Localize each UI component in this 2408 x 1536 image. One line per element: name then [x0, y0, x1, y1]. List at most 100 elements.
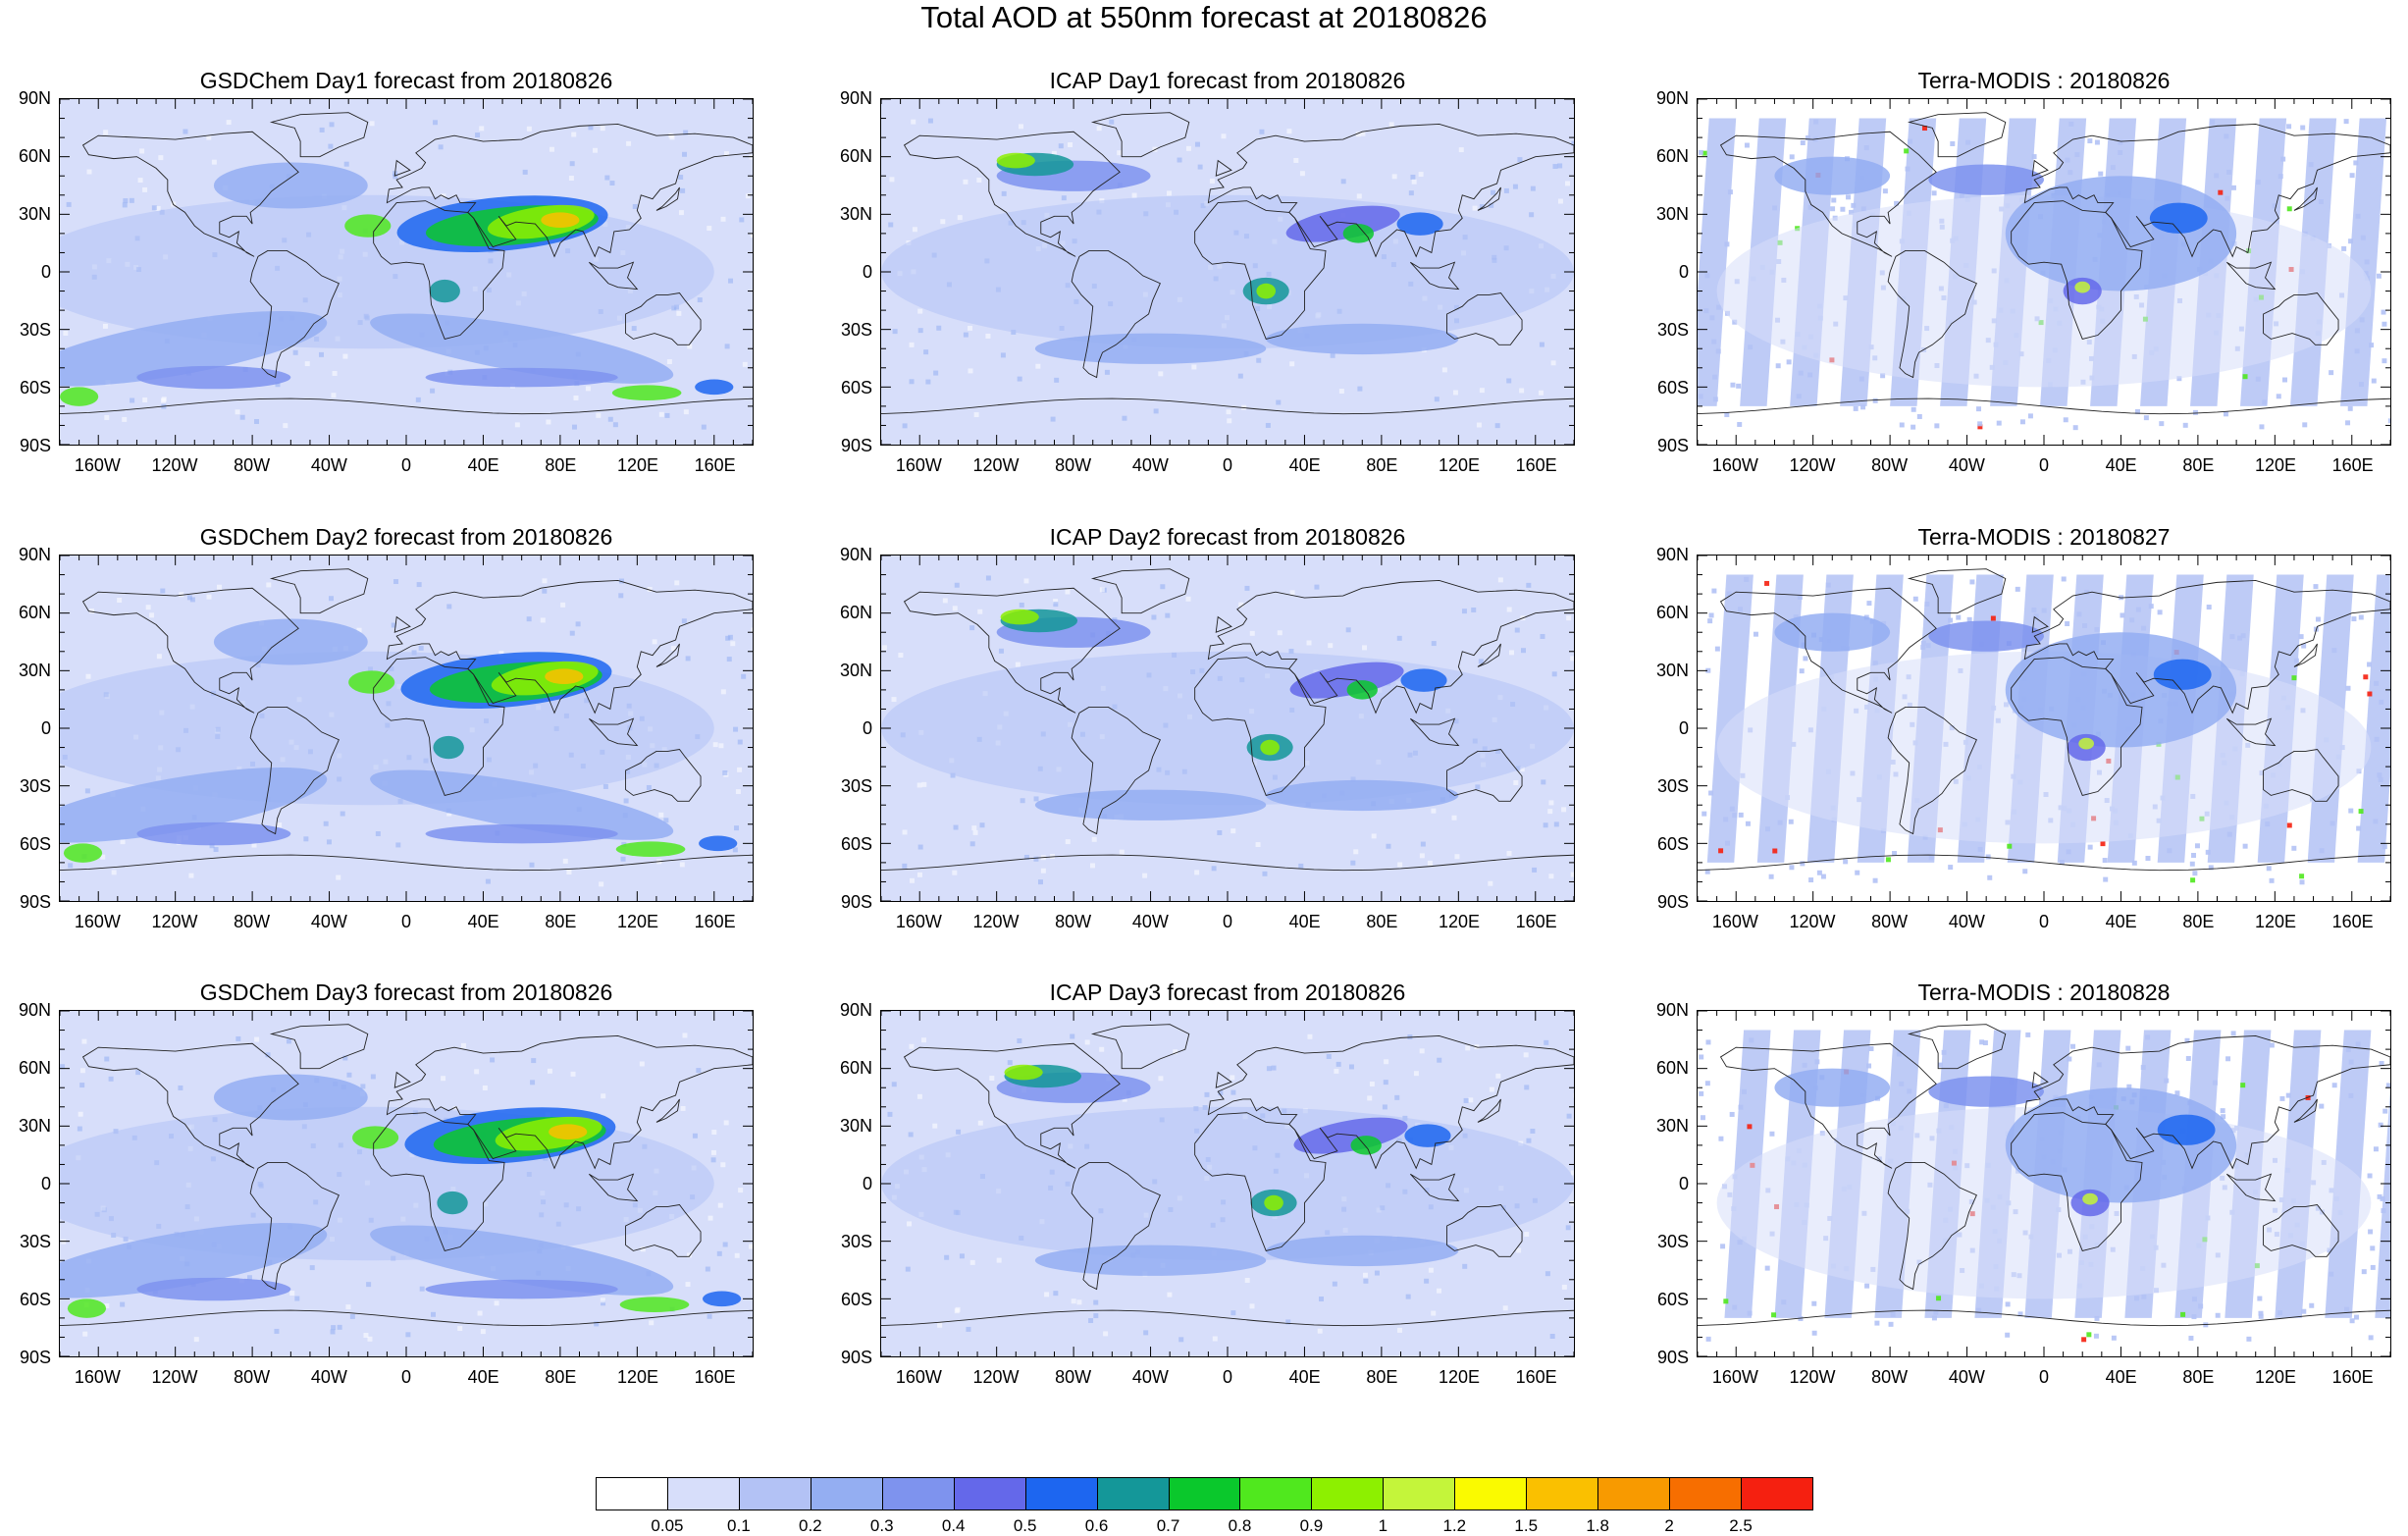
grid-cell — [309, 1265, 315, 1271]
coastline — [2293, 186, 2318, 211]
lon-tick-label: 160W — [895, 912, 942, 931]
grid-cell — [1227, 418, 1232, 424]
aod-plume — [60, 310, 328, 387]
grid-cell — [707, 226, 712, 232]
grid-cell — [671, 305, 677, 311]
aod-plume — [881, 194, 1574, 349]
axis-ticks — [1698, 99, 2390, 445]
grid-cell — [1514, 627, 1520, 633]
grid-cell — [2379, 699, 2384, 705]
grid-cell — [2257, 1296, 2263, 1301]
grid-cell — [1712, 374, 1718, 380]
grid-cell — [2269, 877, 2275, 883]
grid-cell — [1244, 585, 1250, 591]
grid-cell — [1463, 1097, 1469, 1103]
lat-tick-label: 60N — [18, 603, 51, 622]
grid-cell — [1476, 422, 1482, 428]
grid-cell — [1987, 874, 1993, 880]
coastline — [1887, 707, 1977, 835]
grid-cell — [1747, 1124, 1753, 1130]
grid-cell — [2135, 408, 2140, 414]
grid-cell — [2159, 421, 2165, 427]
grid-cell — [2135, 607, 2141, 612]
grid-cell — [2061, 576, 2067, 582]
grid-cell — [1520, 648, 1526, 654]
grid-cell — [596, 412, 602, 418]
grid-cell — [1330, 352, 1335, 358]
grid-cell — [1924, 601, 1930, 607]
grid-cell — [2370, 1264, 2376, 1270]
grid-cell — [356, 627, 362, 633]
grid-cell — [959, 1253, 965, 1259]
antarctica-coastline — [60, 854, 753, 872]
grid-cell — [1937, 1062, 1943, 1068]
grid-cell — [2368, 1335, 2374, 1341]
grid-cell — [366, 1282, 372, 1288]
grid-cell — [1519, 767, 1525, 772]
grid-cell — [927, 118, 933, 124]
grid-cell — [1715, 348, 1721, 354]
grid-cell — [2143, 415, 2149, 421]
grid-cell — [193, 1337, 199, 1343]
coastline — [1446, 1204, 1523, 1257]
grid-cell — [1789, 865, 1795, 871]
grid-cell — [1396, 635, 1402, 641]
grid-cell — [1363, 1278, 1369, 1284]
grid-cell — [2286, 124, 2292, 130]
grid-cell — [2230, 1031, 2236, 1036]
grid-cell — [1472, 205, 1478, 211]
grid-cell — [457, 1326, 463, 1332]
grid-cell — [1977, 421, 1983, 427]
grid-cell — [111, 870, 117, 875]
colorbar-swatch — [1526, 1477, 1599, 1510]
grid-cell — [571, 424, 577, 430]
aod-field — [1698, 99, 2390, 445]
grid-cell — [1289, 590, 1295, 596]
grid-cell — [916, 782, 922, 788]
grid-cell — [2382, 1108, 2388, 1114]
grid-cell — [446, 604, 452, 609]
grid-cell — [1800, 140, 1806, 145]
grid-cell — [1096, 126, 1102, 132]
grid-cell — [2354, 1314, 2360, 1320]
grid-cell — [1517, 157, 1523, 163]
grid-cell — [1142, 873, 1148, 878]
grid-cell — [1053, 599, 1059, 605]
grid-cell — [707, 1215, 713, 1221]
aod-plume — [136, 1277, 291, 1301]
grid-cell — [1853, 405, 1858, 411]
grid-cell — [985, 575, 991, 581]
grid-cell — [1285, 1319, 1291, 1325]
grid-cell — [1259, 129, 1265, 134]
grid-cell — [161, 397, 167, 402]
lat-tick-label: 0 — [1678, 262, 1689, 282]
grid-cell — [1796, 394, 1802, 399]
grid-cell — [1793, 614, 1799, 620]
grid-cell — [1843, 859, 1849, 865]
grid-cell — [1165, 612, 1171, 618]
grid-cell — [1350, 860, 1356, 866]
coastlines — [881, 1024, 1574, 1327]
grid-cell — [360, 1084, 366, 1089]
grid-cell — [1519, 388, 1525, 394]
grid-cell — [728, 278, 734, 284]
grid-cell — [60, 1064, 66, 1070]
grid-cell — [1451, 815, 1457, 821]
grid-cell — [979, 822, 985, 828]
aod-plume — [619, 1297, 690, 1313]
grid-cell — [1729, 1111, 1735, 1117]
aod-plume — [1928, 1076, 2044, 1107]
lat-tick-label: 0 — [862, 262, 872, 282]
grid-cell — [1551, 671, 1557, 677]
grid-cell — [963, 179, 968, 185]
grid-cell — [1065, 839, 1071, 845]
antarctica-coastline — [1698, 1309, 2390, 1327]
grid-cell — [2015, 586, 2020, 592]
grid-cell — [1830, 206, 1836, 212]
grid-cell — [1541, 779, 1546, 785]
grid-cell — [1037, 879, 1043, 885]
grid-cell — [1769, 1131, 1775, 1137]
grid-cell — [916, 872, 922, 877]
aod-plume — [881, 651, 1574, 806]
grid-cell — [683, 130, 689, 135]
